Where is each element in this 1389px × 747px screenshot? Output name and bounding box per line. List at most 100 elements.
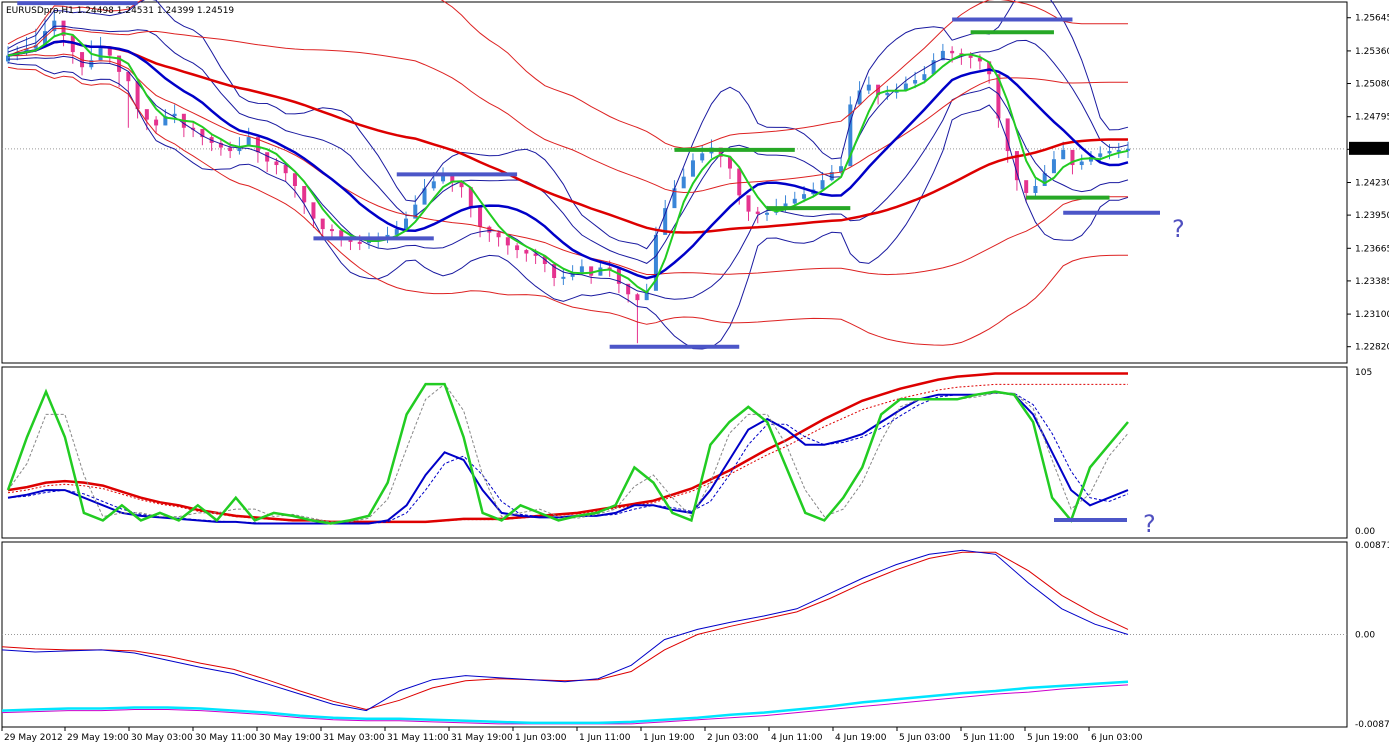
x-tick-label: 5 Jun 03:00 (899, 733, 951, 743)
y-tick-label: 0.00871 (1355, 541, 1389, 551)
macd-panel[interactable]: 0.00871 0.00 -0.00871 (1, 541, 1389, 730)
candle-body (33, 45, 38, 49)
stoch-mid (7, 390, 1129, 525)
candle-body (922, 74, 927, 81)
candle-body (718, 147, 723, 157)
candle-body (1014, 151, 1019, 181)
x-tick-label: 30 May 11:00 (195, 733, 257, 743)
stoch-fast-dashed (7, 383, 1129, 523)
candle-body (635, 294, 640, 301)
price-panel[interactable]: 1.256451.253601.250801.247951.245151.242… (1, 0, 1389, 364)
candle-body (218, 142, 223, 148)
x-tick-label: 4 Jun 19:00 (835, 733, 887, 743)
candle-body (1079, 161, 1084, 166)
y-tick-label: 1.23665 (1355, 244, 1389, 254)
x-tick-label: 5 Jun 19:00 (1027, 733, 1079, 743)
stoch-slow (7, 372, 1128, 524)
chart-title: EURUSDpro,H1 1.24498 1.24531 1.24399 1.2… (6, 6, 234, 16)
candle-body (987, 61, 992, 75)
x-tick-label: 31 May 03:00 (323, 733, 385, 743)
x-tick-label: 4 Jun 11:00 (771, 733, 823, 743)
candle-body (422, 188, 427, 205)
candle-body (755, 211, 760, 214)
candle-body (265, 152, 270, 162)
candle-body (1107, 151, 1112, 154)
macd-slow-line (1, 684, 1129, 725)
candle-body (292, 173, 297, 186)
stochastic-panel[interactable]: 105 0.00 (1, 366, 1375, 539)
y-tick-label: 1.23385 (1355, 277, 1389, 287)
ma-mid (7, 40, 1129, 280)
candle-body (283, 165, 288, 174)
candle-body (144, 109, 149, 120)
candle-body (487, 226, 492, 233)
candle-body (172, 113, 177, 117)
x-tick-label: 6 Jun 03:00 (1091, 733, 1143, 743)
candle-body (681, 176, 686, 189)
candle-body (848, 104, 853, 167)
candle-body (43, 31, 48, 46)
x-tick-label: 30 May 03:00 (131, 733, 193, 743)
candle-body (644, 290, 649, 301)
candle-body (950, 50, 955, 54)
candle-body (690, 160, 695, 177)
y-tick-label: 1.25080 (1355, 80, 1389, 90)
candle-body (866, 84, 871, 91)
bollinger-mid-lower (8, 55, 1129, 300)
candle-body (98, 46, 103, 61)
stoch-fast (6, 382, 1129, 525)
candle-body (311, 202, 316, 219)
candle-body (579, 266, 584, 273)
candle-body (70, 35, 75, 53)
candle-body (200, 128, 205, 138)
envelope-mid-upper (7, 27, 1128, 194)
candle-body (663, 208, 668, 235)
candle-body (1070, 149, 1075, 166)
candle-body (320, 218, 325, 230)
x-tick-label: 29 May 19:00 (67, 733, 129, 743)
candle-body (672, 188, 677, 209)
candle-body (977, 57, 982, 62)
candle-body (246, 137, 251, 147)
x-tick-label: 31 May 19:00 (451, 733, 513, 743)
candle-body (616, 268, 621, 284)
candle-body (792, 198, 797, 204)
candle-body (968, 55, 973, 58)
candle-body (107, 46, 112, 56)
candle-body (765, 212, 770, 215)
candle-body (1033, 185, 1038, 193)
candle-body (450, 174, 455, 183)
ma-fast (7, 32, 1129, 294)
candle-body (24, 48, 29, 53)
bollinger-lower (7, 62, 1129, 350)
bollinger-mid-upper (7, 25, 1129, 264)
candle-body (274, 161, 279, 166)
candle-body (459, 182, 464, 188)
candle-body (1024, 180, 1029, 193)
candle-body (135, 81, 140, 110)
candle-body (1051, 159, 1056, 174)
candle-body (468, 187, 473, 207)
candle-body (1042, 173, 1047, 186)
candle-body (478, 206, 483, 227)
candle-body (348, 239, 353, 242)
candle-body (496, 232, 501, 238)
envelope-lower (7, 66, 1128, 346)
candle-body (6, 55, 10, 62)
candle-body (413, 204, 418, 219)
y-tick-label: 1.23950 (1355, 211, 1389, 221)
x-tick-label: 30 May 19:00 (259, 733, 321, 743)
y-tick-label: -0.00871 (1355, 720, 1389, 730)
candle-body (1005, 118, 1010, 152)
stoch-slow-dashed (7, 383, 1128, 523)
candle-body (404, 218, 409, 230)
macd-fast-line (1, 680, 1129, 725)
candle-body (802, 194, 807, 199)
candle-body (431, 181, 436, 189)
candle-body (505, 237, 510, 246)
candle-body (727, 156, 732, 169)
candle-body (255, 137, 260, 153)
candle-body (1126, 148, 1130, 151)
candle-body (598, 267, 603, 276)
